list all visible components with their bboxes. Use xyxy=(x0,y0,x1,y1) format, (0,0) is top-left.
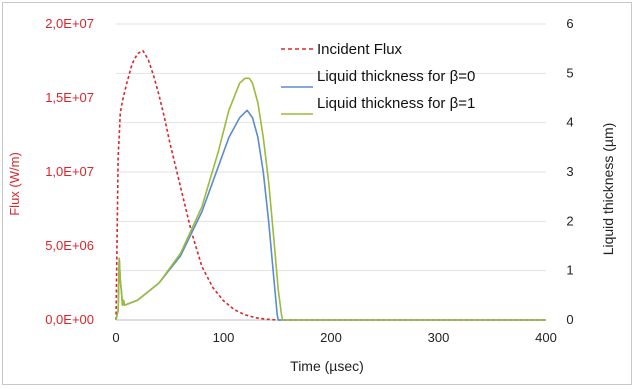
y-right-axis-title: Liquid thickness (µm) xyxy=(600,123,616,256)
x-tick-label: 0 xyxy=(112,330,119,345)
series-line-1 xyxy=(115,109,546,321)
x-axis-title: Time (µsec) xyxy=(290,358,364,374)
y-left-tick-label: 0,0E+00 xyxy=(45,312,94,327)
y-right-tick-label: 3 xyxy=(566,164,573,179)
ticks-layer: 0,0E+00 5,0E+06 1,0E+07 1,5E+07 2,0E+07 0 1 2 3 4… xyxy=(45,16,573,345)
y-right-tick-label: 4 xyxy=(566,115,573,130)
chart-frame: 0,0E+00 5,0E+06 1,0E+07 1,5E+07 2,0E+07 0 1 2 3 4… xyxy=(2,2,632,385)
y-right-tick-label: 6 xyxy=(566,16,573,31)
series-layer xyxy=(115,49,546,321)
chart-canvas: 0,0E+00 5,0E+06 1,0E+07 1,5E+07 2,0E+07 0 1 2 3 4… xyxy=(7,16,616,374)
x-tick-label: 200 xyxy=(320,330,342,345)
legend-label-beta-0: Liquid thickness for β=0 xyxy=(317,68,475,85)
y-left-tick-label: 2,0E+07 xyxy=(45,16,94,31)
legend: Incident Flux Liquid thickness for β=0 L… xyxy=(281,41,475,115)
y-right-tick-label: 1 xyxy=(566,263,573,278)
series-line-2 xyxy=(115,77,546,321)
y-right-tick-label: 0 xyxy=(566,312,573,327)
y-left-tick-label: 1,5E+07 xyxy=(45,90,94,105)
y-left-tick-label: 5,0E+06 xyxy=(45,238,94,253)
gridlines xyxy=(116,23,546,321)
legend-label-incident-flux: Incident Flux xyxy=(317,41,403,58)
series-line-0 xyxy=(115,49,546,321)
y-left-axis-title: Flux (W/m) xyxy=(7,152,22,216)
legend-label-beta-1: Liquid thickness for β=1 xyxy=(317,95,475,112)
x-tick-label: 300 xyxy=(428,330,450,345)
y-right-tick-label: 2 xyxy=(566,213,573,228)
y-right-tick-label: 5 xyxy=(566,65,573,80)
x-tick-label: 400 xyxy=(535,330,557,345)
y-left-tick-label: 1,0E+07 xyxy=(45,164,94,179)
x-tick-label: 100 xyxy=(213,330,235,345)
